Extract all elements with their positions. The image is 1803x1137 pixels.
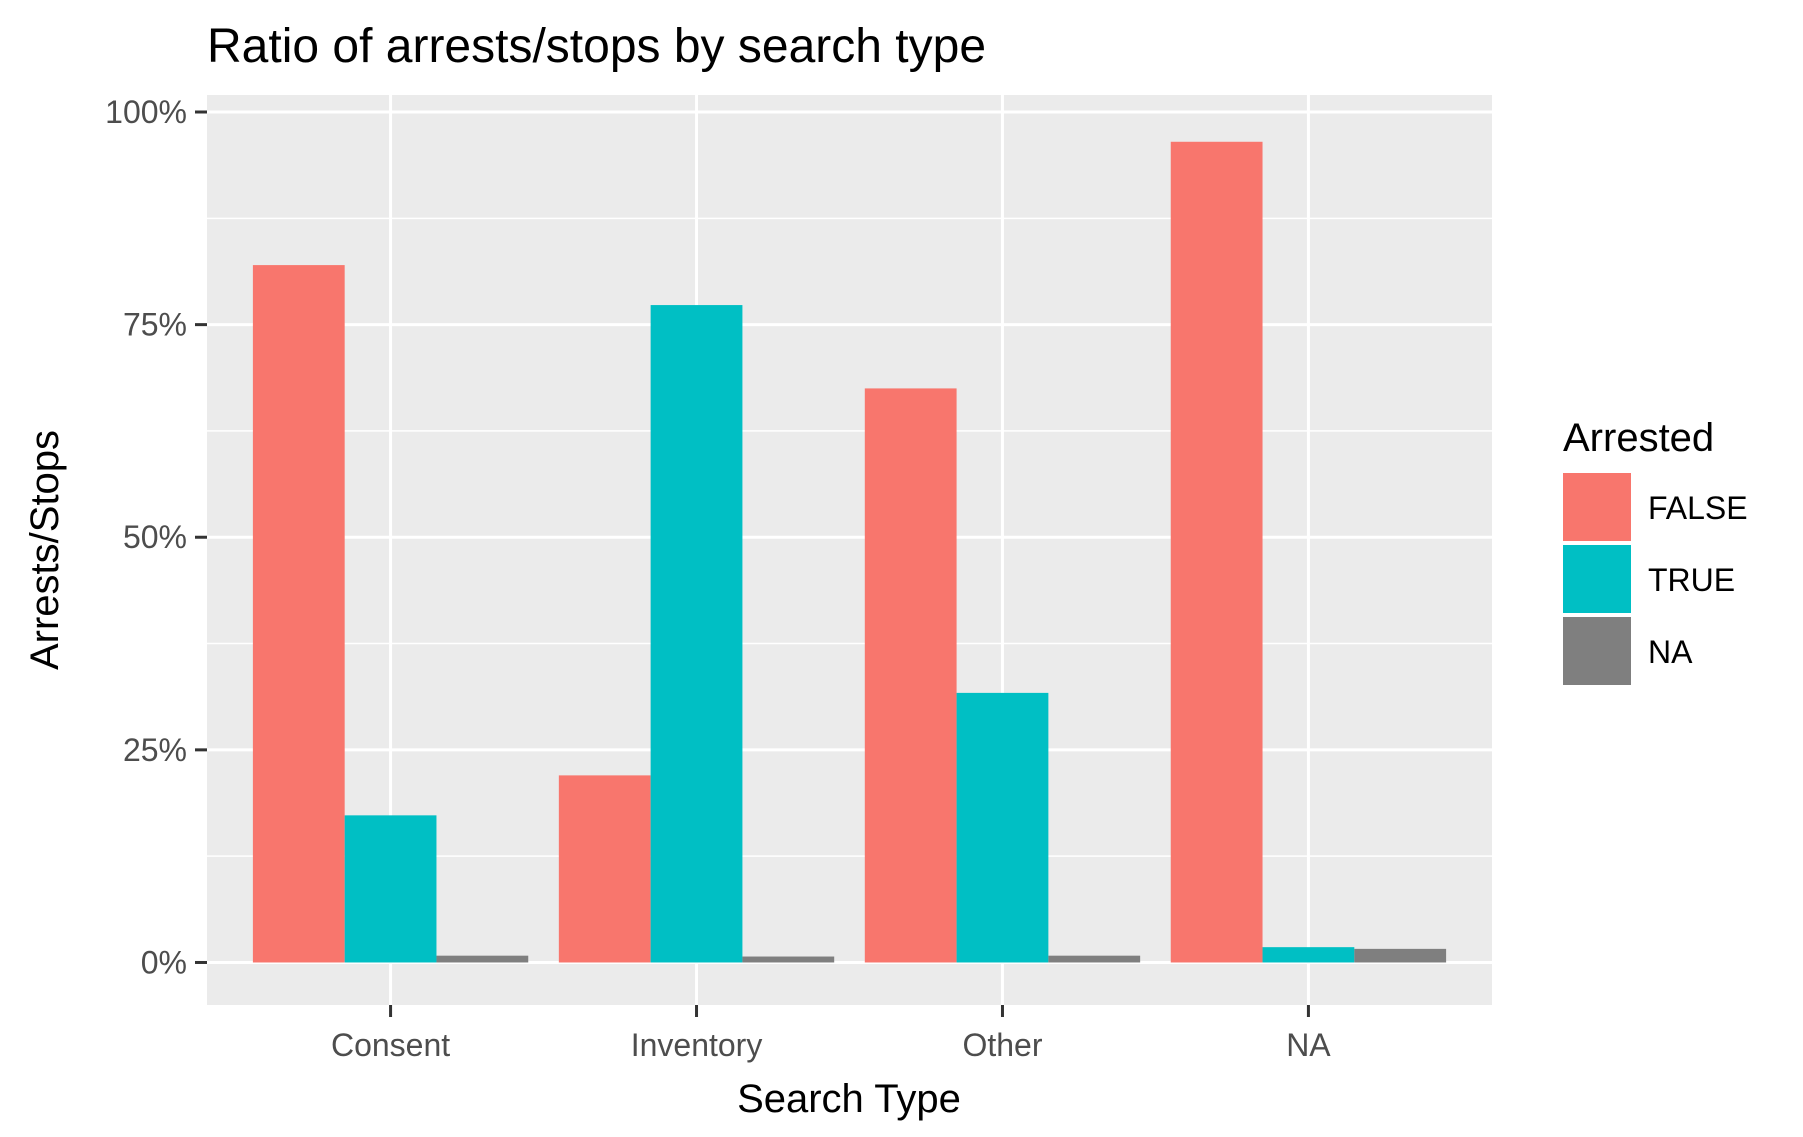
bar-na-other [1048,955,1141,963]
legend-key-false [1563,473,1631,541]
y-tick-label: 100% [105,94,187,130]
x-tick-label: Other [962,1027,1042,1063]
bar-false-na [1170,141,1263,963]
bar-na-consent [436,955,529,963]
legend-key-true [1563,545,1631,613]
x-tick-label: Consent [331,1027,450,1063]
legend-label: TRUE [1648,562,1735,598]
x-axis: Consent Inventory Other NA [331,1005,1331,1063]
legend: Arrested FALSE TRUE NA [1563,416,1748,685]
x-tick-label: NA [1286,1027,1331,1063]
bar-na-na [1354,948,1447,963]
legend-label: FALSE [1648,490,1748,526]
y-tick-label: 25% [123,732,187,768]
chart-title: Ratio of arrests/stops by search type [207,20,986,73]
bar-false-inventory [558,775,651,963]
bars [252,141,1447,963]
legend-label: NA [1648,634,1693,670]
x-axis-title: Search Type [737,1077,961,1121]
bar-true-consent [344,815,437,963]
y-tick-label: 0% [141,944,187,980]
x-tick-label: Inventory [631,1027,763,1063]
bar-false-other [864,388,957,963]
y-tick-label: 50% [123,519,187,555]
bar-na-inventory [742,956,835,963]
bar-true-other [956,692,1049,963]
y-tick-label: 75% [123,307,187,343]
y-axis-title: Arrests/Stops [23,430,67,670]
bar-false-consent [252,265,345,963]
legend-key-na [1563,617,1631,685]
legend-title: Arrested [1563,416,1714,460]
y-axis: 0% 25% 50% 75% 100% [105,94,207,980]
bar-true-na [1262,947,1355,963]
bar-true-inventory [650,305,743,963]
